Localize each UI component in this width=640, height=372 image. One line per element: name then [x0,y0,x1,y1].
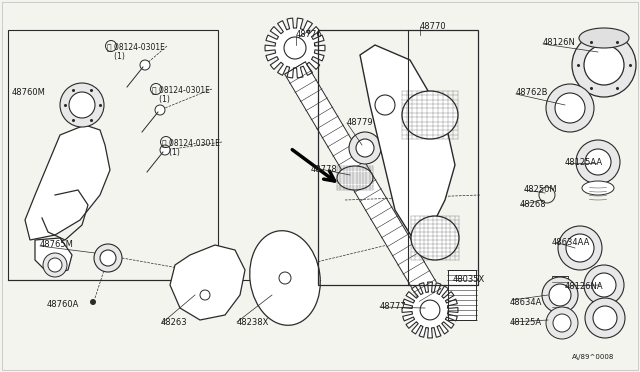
Polygon shape [360,45,455,250]
Circle shape [420,300,440,320]
Circle shape [593,306,617,330]
Text: 48268: 48268 [520,200,547,209]
Text: 48777: 48777 [380,302,407,311]
Text: A\/89^0008: A\/89^0008 [572,354,614,360]
Circle shape [140,60,150,70]
Text: Ⓑ 08124-0301E
   (1): Ⓑ 08124-0301E (1) [162,138,220,157]
Circle shape [48,258,62,272]
Text: 48779: 48779 [347,118,374,127]
Text: 48263: 48263 [161,318,188,327]
Circle shape [546,307,578,339]
Ellipse shape [582,181,614,195]
Ellipse shape [579,28,629,48]
Text: 48770: 48770 [420,22,447,31]
Text: 48634A: 48634A [510,298,542,307]
Text: 48125AA: 48125AA [565,158,603,167]
Circle shape [584,45,624,85]
Text: 48634AA: 48634AA [552,238,590,247]
Text: 48760A: 48760A [47,300,79,309]
Circle shape [160,145,170,155]
Circle shape [155,105,165,115]
Circle shape [566,234,594,262]
Polygon shape [35,238,72,275]
Text: 48125A: 48125A [510,318,542,327]
Circle shape [555,93,585,123]
Circle shape [585,298,625,338]
Bar [8,30,218,280]
Circle shape [43,253,67,277]
Circle shape [585,149,611,175]
Circle shape [542,277,578,313]
Bar [318,30,478,285]
Circle shape [284,37,306,59]
Circle shape [572,33,636,97]
Circle shape [558,226,602,270]
Text: Ⓑ 08124-0301E
   (1): Ⓑ 08124-0301E (1) [107,42,165,61]
Circle shape [100,250,116,266]
Polygon shape [448,270,476,320]
Circle shape [349,132,381,164]
Text: 48126NA: 48126NA [565,282,604,291]
Text: 48238X: 48238X [237,318,269,327]
Circle shape [549,284,571,306]
Text: 48765M: 48765M [40,240,74,249]
Polygon shape [25,125,110,240]
Text: 48760M: 48760M [12,88,46,97]
Ellipse shape [411,216,459,260]
Circle shape [375,95,395,115]
Circle shape [94,244,122,272]
Circle shape [584,265,624,305]
Circle shape [356,139,374,157]
Polygon shape [285,62,440,301]
Ellipse shape [337,166,373,190]
Ellipse shape [402,91,458,139]
Circle shape [90,299,96,305]
Ellipse shape [250,231,320,325]
Circle shape [592,273,616,297]
Circle shape [60,83,104,127]
Text: 48035X: 48035X [453,275,485,284]
Polygon shape [402,282,458,338]
Text: Ⓑ 08124-0301E
   (1): Ⓑ 08124-0301E (1) [152,85,210,105]
Text: 48250M: 48250M [524,185,557,194]
Polygon shape [170,245,245,320]
Text: 48762B: 48762B [516,88,548,97]
Circle shape [69,92,95,118]
Polygon shape [265,18,325,78]
Circle shape [546,84,594,132]
Circle shape [576,140,620,184]
Text: 48776: 48776 [296,30,323,39]
Text: 48778: 48778 [311,165,338,174]
Polygon shape [552,276,568,313]
Text: 48126N: 48126N [543,38,576,47]
Circle shape [553,314,571,332]
